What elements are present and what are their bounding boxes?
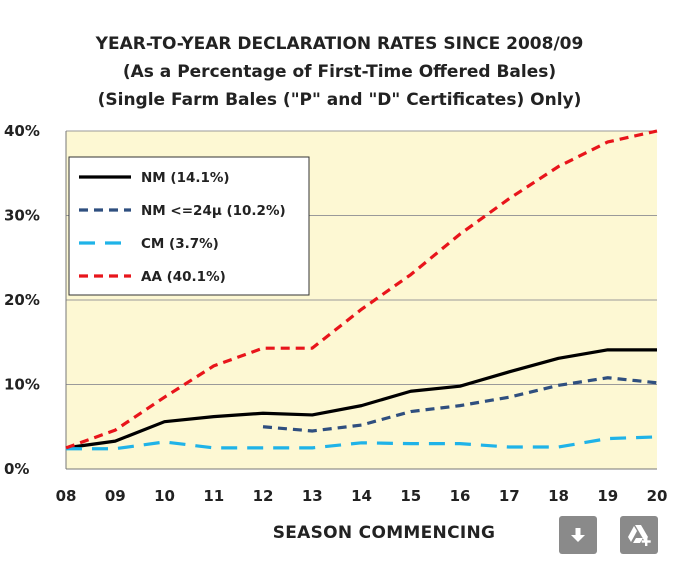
x-tick-label: 10 xyxy=(154,487,175,505)
save-to-drive-button[interactable] xyxy=(620,516,658,554)
series-line-4 xyxy=(65,129,658,450)
chart-title-block: YEAR-TO-YEAR DECLARATION RATES SINCE 200… xyxy=(0,30,679,114)
legend-label-4: AA (40.1%) xyxy=(141,269,226,285)
y-tick-label: 10% xyxy=(4,376,40,394)
x-tick-label: 15 xyxy=(400,487,421,505)
legend-box xyxy=(68,156,310,296)
x-tick-label: 13 xyxy=(302,487,323,505)
y-tick-label: 40% xyxy=(4,122,40,140)
x-tick-label: 20 xyxy=(647,487,668,505)
x-tick-label: 11 xyxy=(203,487,224,505)
x-tick-label: 16 xyxy=(450,487,471,505)
series-line-1 xyxy=(65,348,657,450)
x-axis-label: SEASON COMMENCING xyxy=(272,523,496,543)
x-tick-label: 14 xyxy=(351,487,372,505)
y-tick-label: 30% xyxy=(4,207,40,225)
chart-title: YEAR-TO-YEAR DECLARATION RATES SINCE 200… xyxy=(95,34,584,54)
series-line-2 xyxy=(262,376,658,433)
y-tick-label: 20% xyxy=(4,291,40,309)
legend-label-1: NM (14.1%) xyxy=(141,170,230,186)
arrow-down-icon xyxy=(571,528,585,542)
drive-add-icon xyxy=(628,525,651,546)
x-tick-label: 17 xyxy=(499,487,520,505)
chart-subtitle-2: (Single Farm Bales ("P" and "D" Certific… xyxy=(97,90,582,110)
x-tick-label: 19 xyxy=(597,487,618,505)
legend-label-2: NM <=24µ (10.2%) xyxy=(141,203,286,219)
x-tick-label: 12 xyxy=(253,487,274,505)
chart-subtitle-1: (As a Percentage of First-Time Offered B… xyxy=(122,62,557,82)
x-tick-label: 08 xyxy=(56,487,77,505)
download-button[interactable] xyxy=(559,516,597,554)
legend-label-3: CM (3.7%) xyxy=(141,236,219,252)
x-tick-label: 18 xyxy=(548,487,569,505)
y-tick-label: 0% xyxy=(4,460,29,478)
x-tick-label: 09 xyxy=(105,487,126,505)
series-line-3 xyxy=(66,435,658,451)
